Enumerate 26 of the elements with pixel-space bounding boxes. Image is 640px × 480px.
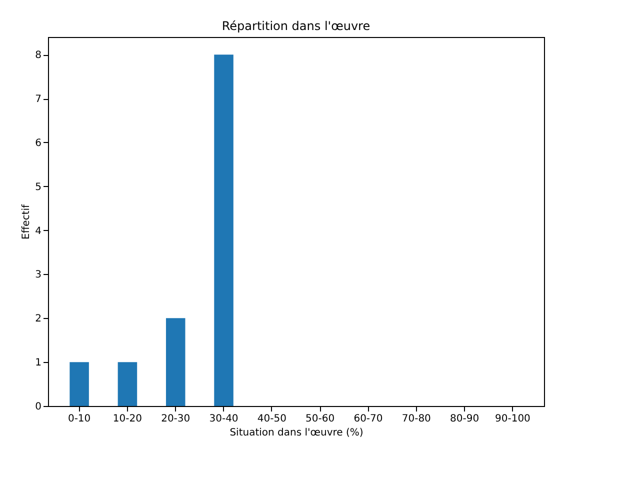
x-tick-label: 70-80 [402, 414, 431, 424]
chart-title: Répartition dans l'œuvre [222, 19, 370, 33]
x-tick-label: 30-40 [209, 414, 238, 424]
x-tick-label: 60-70 [354, 414, 383, 424]
bar [166, 318, 186, 406]
y-tick-label: 3 [35, 270, 42, 281]
bar [118, 362, 138, 406]
x-tick-label: 80-90 [450, 414, 480, 424]
y-tick-label: 8 [35, 50, 42, 62]
y-tick-label: 5 [35, 182, 42, 193]
x-axis-title: Situation dans l'œuvre (%) [230, 428, 364, 438]
bar [70, 362, 89, 406]
x-tick-label: 0-10 [68, 414, 91, 424]
bar [214, 54, 234, 406]
y-axis-title: Effectif [21, 204, 32, 240]
x-tick-label: 20-30 [161, 414, 190, 424]
y-tick-label: 7 [35, 94, 42, 105]
y-tick-label: 2 [35, 314, 42, 325]
x-tick-label: 90-100 [494, 414, 530, 424]
y-tick-label: 0 [35, 402, 42, 412]
y-tick-label: 1 [35, 358, 42, 369]
y-tick-label: 4 [35, 226, 42, 237]
y-tick-label: 6 [35, 138, 42, 149]
x-tick-label: 40-50 [257, 414, 286, 424]
x-tick-label: 50-60 [306, 414, 335, 424]
x-tick-label: 10-20 [112, 414, 142, 424]
